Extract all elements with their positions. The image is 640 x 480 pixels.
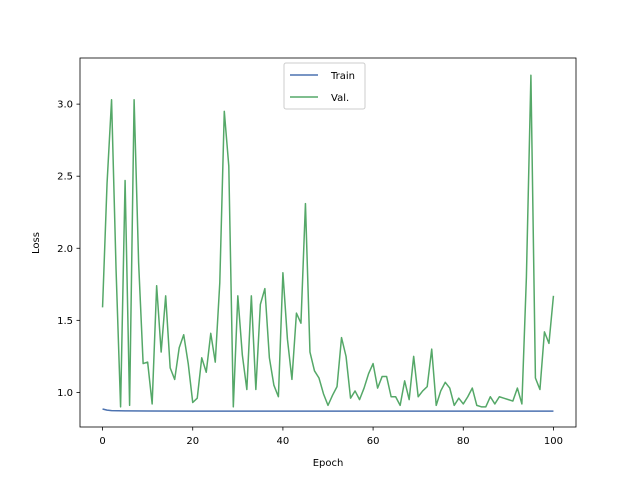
- series-line-train: [102, 408, 554, 412]
- x-tick-label: 0: [99, 436, 105, 447]
- y-tick-label: 1.0: [57, 388, 73, 399]
- x-axis: 0 20 40 60 80 100: [99, 427, 563, 447]
- x-axis-label: Epoch: [313, 458, 344, 469]
- y-axis-label: Loss: [31, 232, 42, 254]
- y-tick-label: 3.0: [57, 100, 73, 111]
- x-tick-label: 80: [457, 436, 470, 447]
- legend-label-train: Train: [330, 71, 355, 82]
- plot-lines: [101, 74, 555, 412]
- y-tick-label: 2.5: [57, 172, 73, 183]
- legend: Train Val.: [283, 62, 366, 110]
- plot-frame: [79, 57, 577, 428]
- series-line-val: [101, 74, 555, 408]
- y-axis: 1.0 1.5 2.0 2.5 3.0: [57, 100, 80, 399]
- legend-label-val: Val.: [331, 93, 349, 104]
- legend-box: [283, 62, 366, 110]
- x-tick-label: 60: [367, 436, 380, 447]
- x-tick-label: 20: [186, 436, 199, 447]
- y-tick-label: 1.5: [57, 316, 73, 327]
- y-tick-label: 2.0: [57, 244, 73, 255]
- x-tick-label: 100: [544, 436, 563, 447]
- x-tick-label: 40: [277, 436, 290, 447]
